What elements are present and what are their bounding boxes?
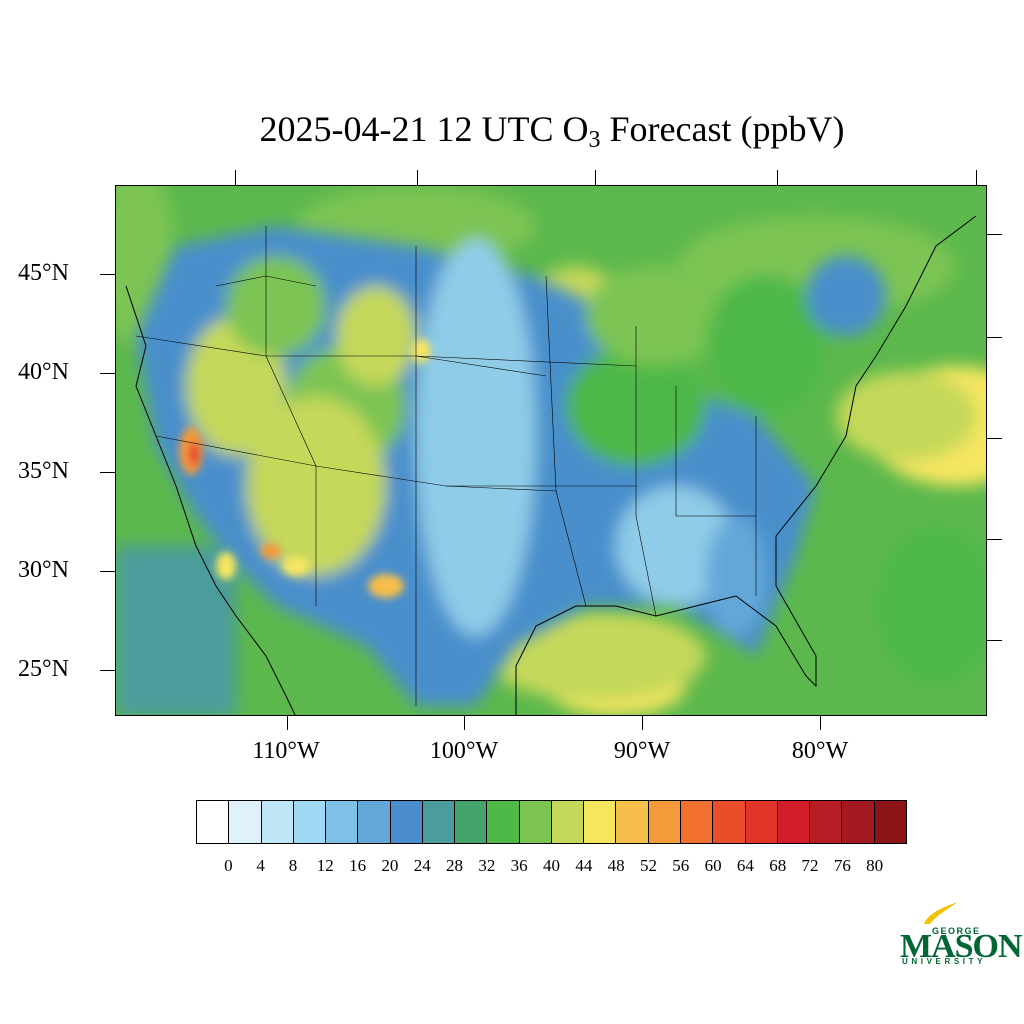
map-title: 2025-04-21 12 UTC O3 Forecast (ppbV): [0, 108, 1024, 154]
bottom-tick: [642, 716, 643, 730]
colorbar-segment: [551, 801, 585, 843]
colorbar-label: 16: [349, 856, 367, 875]
lon-label: 100°W: [429, 738, 499, 764]
top-tick: [417, 170, 418, 185]
top-tick: [235, 170, 236, 185]
colorbar-segment: [455, 801, 488, 843]
colorbar-segment: [616, 801, 649, 843]
logo-line1: GEORGE: [932, 926, 981, 936]
colorbar-label: 52: [639, 856, 657, 875]
lon-label: 90°W: [613, 738, 671, 764]
logo-line3: UNIVERSITY: [902, 957, 987, 966]
colorbar-segment: [390, 801, 423, 843]
colorbar-segment: [842, 801, 875, 843]
colorbar-label: 12: [316, 856, 334, 875]
colorbar-label: 72: [801, 856, 819, 875]
right-tick: [987, 640, 1002, 641]
colorbar-label: 68: [769, 856, 787, 875]
flame-icon: [924, 902, 958, 924]
colorbar-label: 76: [833, 856, 851, 875]
colorbar-segment: [293, 801, 327, 843]
ozone-map: [115, 185, 987, 716]
colorbar-segment: [229, 801, 262, 843]
colorbar-segment: [874, 801, 906, 843]
colorbar-segment: [713, 801, 746, 843]
colorbar-segment: [648, 801, 681, 843]
left-tick: [100, 373, 115, 374]
colorbar-label: 24: [413, 856, 431, 875]
colorbar-segment: [261, 801, 294, 843]
right-tick: [987, 539, 1002, 540]
colorbar-label: 4: [256, 856, 265, 875]
title-prefix: 2025-04-21 12 UTC O: [259, 109, 589, 149]
bottom-tick: [820, 716, 821, 730]
top-tick: [777, 170, 778, 185]
colorbar-segment: [422, 801, 456, 843]
right-tick: [987, 337, 1002, 338]
colorbar-label: 36: [510, 856, 528, 875]
colorbar-segment: [326, 801, 359, 843]
colorbar-label: 8: [288, 856, 298, 875]
colorbar-label: 44: [575, 856, 593, 875]
colorbar-label: 20: [381, 856, 399, 875]
lon-label: 110°W: [252, 738, 320, 764]
colorbar-label: 48: [607, 856, 625, 875]
bottom-tick: [287, 716, 288, 730]
left-tick: [100, 274, 115, 275]
colorbar-label: 28: [446, 856, 464, 875]
coastline: [125, 215, 977, 715]
lat-label: 35°N: [18, 458, 69, 484]
state-borders: [135, 226, 757, 706]
colorbar-segment: [745, 801, 778, 843]
colorbar: [196, 800, 907, 844]
colorbar-label: 60: [704, 856, 722, 875]
colorbar-segment: [584, 801, 617, 843]
lat-label: 40°N: [18, 359, 69, 385]
gmu-logo: GEORGE MASON UNIVERSITY: [898, 900, 1023, 970]
lat-label: 30°N: [18, 557, 69, 583]
colorbar-segment: [777, 801, 811, 843]
lat-label: 25°N: [18, 656, 69, 682]
lon-label: 80°W: [791, 738, 849, 764]
title-suffix: Forecast (ppbV): [600, 109, 845, 149]
right-tick: [987, 438, 1002, 439]
top-tick: [595, 170, 596, 185]
top-tick: [976, 170, 977, 185]
colorbar-label: 56: [672, 856, 690, 875]
colorbar-segment: [519, 801, 552, 843]
colorbar-label: 32: [478, 856, 496, 875]
colorbar-segment: [358, 801, 391, 843]
bottom-tick: [464, 716, 465, 730]
lat-label: 45°N: [18, 260, 69, 286]
left-tick: [100, 472, 115, 473]
colorbar-label: 0: [224, 856, 233, 875]
right-tick: [987, 234, 1002, 235]
colorbar-segment: [197, 801, 230, 843]
colorbar-segment: [680, 801, 714, 843]
logo-line2: MASON: [900, 928, 1023, 965]
colorbar-segment: [487, 801, 520, 843]
left-tick: [100, 670, 115, 671]
left-tick: [100, 571, 115, 572]
colorbar-label: 64: [736, 856, 754, 875]
colorbar-label: 40: [543, 856, 560, 875]
title-subscript: 3: [588, 127, 601, 153]
colorbar-segment: [810, 801, 843, 843]
colorbar-label: 80: [866, 856, 884, 875]
